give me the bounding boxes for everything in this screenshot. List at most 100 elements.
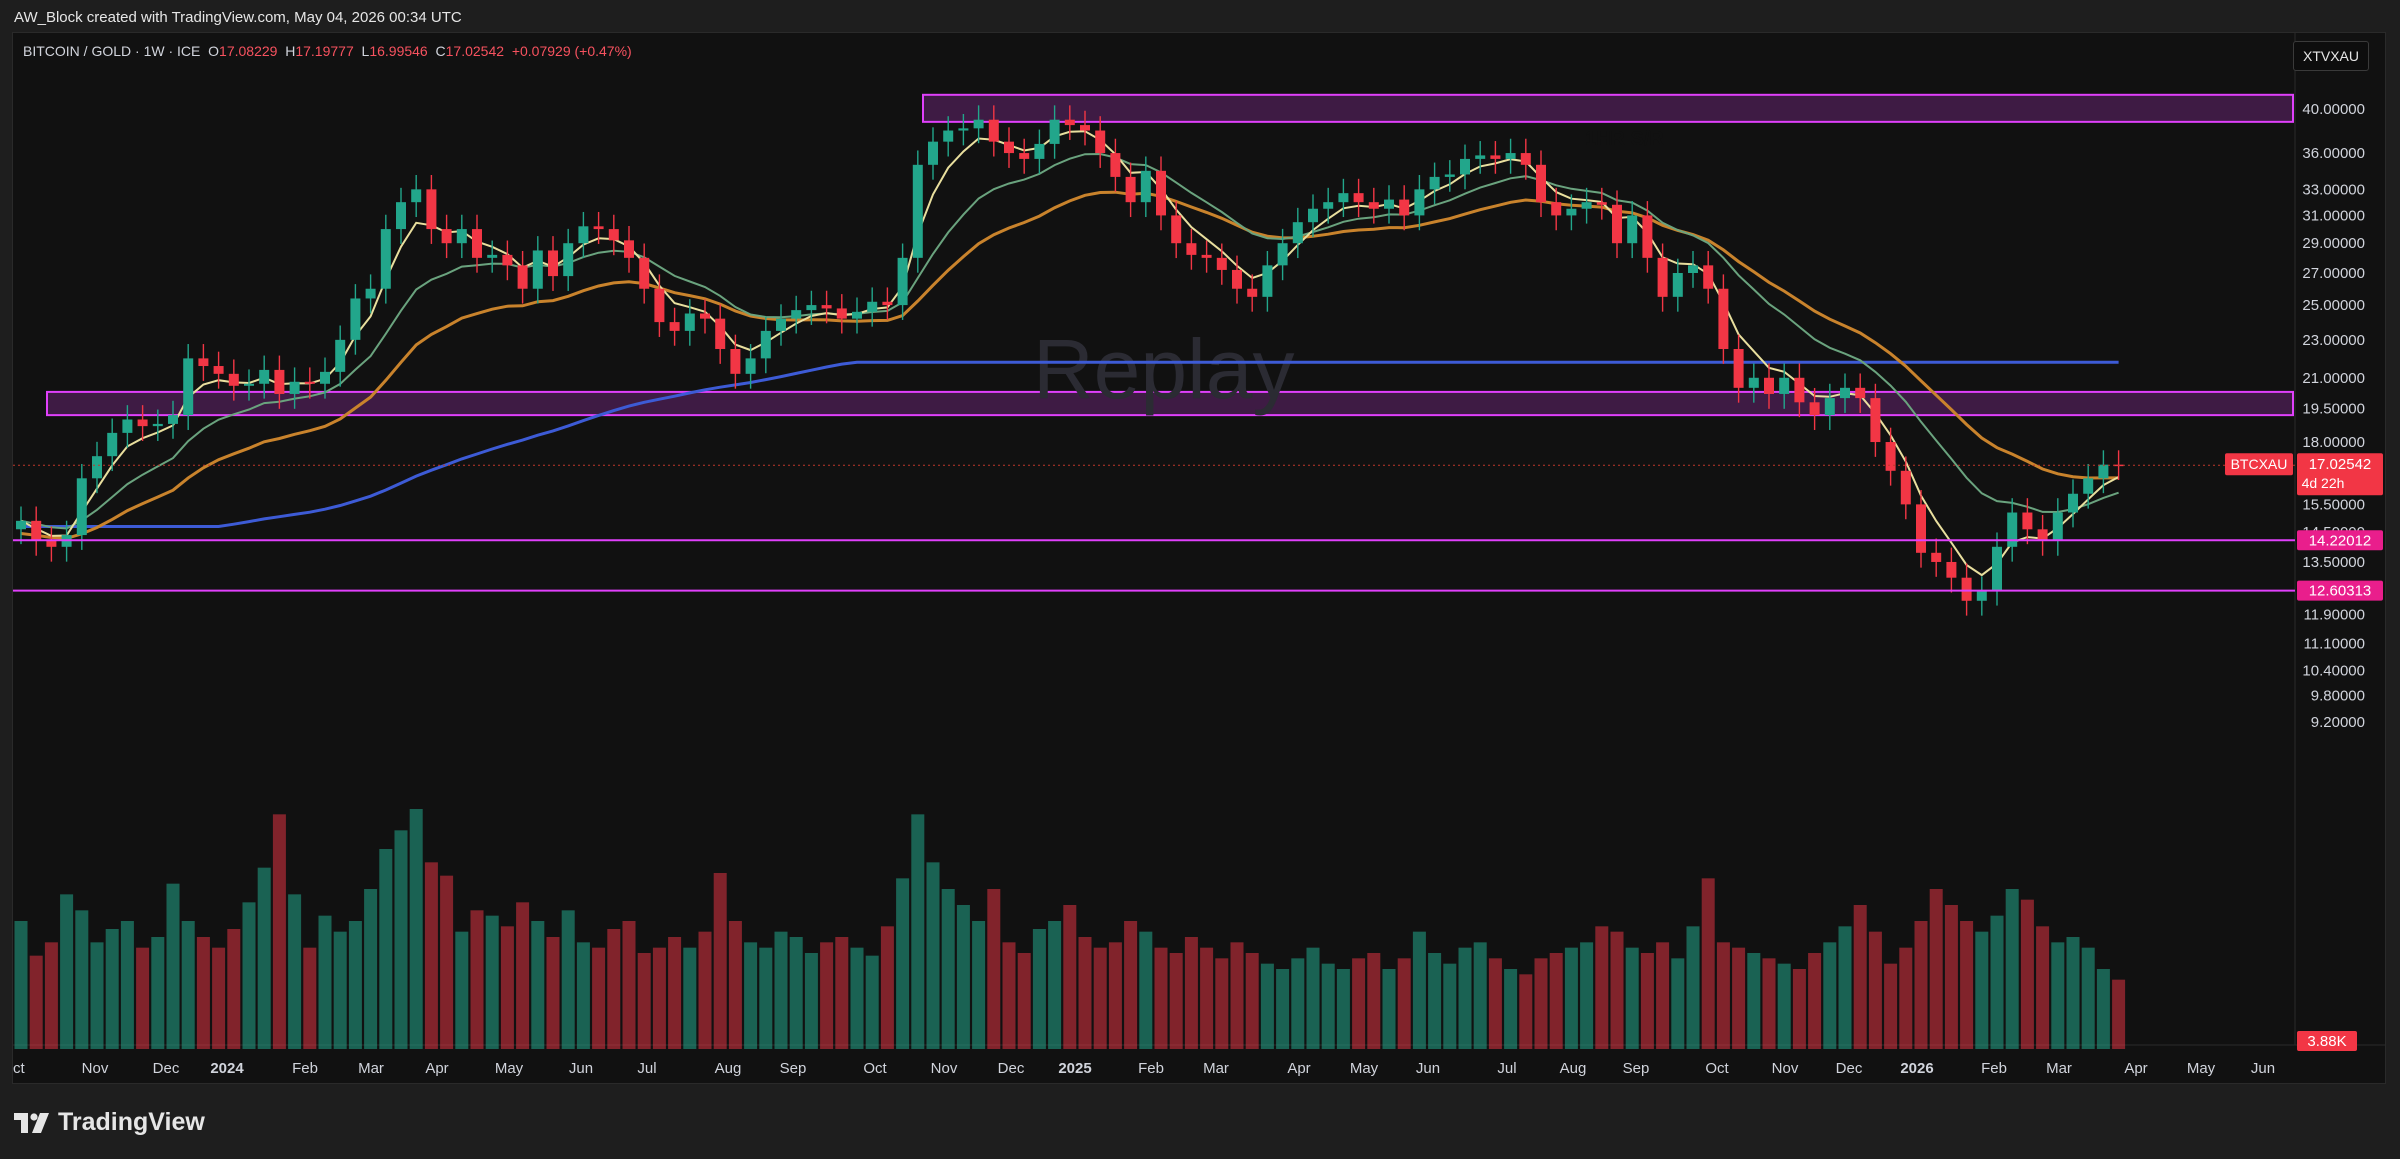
volume-bar xyxy=(303,947,317,1049)
candle-body xyxy=(2007,512,2018,547)
volume-bar xyxy=(1686,926,1700,1049)
candle-body xyxy=(1353,193,1364,203)
candle-body xyxy=(1232,269,1242,289)
candle-body xyxy=(1840,387,1850,399)
y-tick-label: 9.20000 xyxy=(2311,714,2365,731)
candle-body xyxy=(1505,153,1516,159)
volume-bar xyxy=(288,894,302,1049)
volume-bar xyxy=(2112,979,2126,1049)
symbol-price-tag xyxy=(2225,453,2293,476)
candle-body xyxy=(912,164,923,258)
volume-bar xyxy=(1108,942,1122,1049)
volume-bar xyxy=(1747,953,1761,1049)
x-tick-label: Jun xyxy=(2251,1060,2275,1077)
x-tick-label: Feb xyxy=(1138,1060,1164,1077)
volume-bar xyxy=(1397,958,1411,1049)
candle-body xyxy=(639,257,650,289)
volume-bar xyxy=(272,814,286,1049)
volume-bar xyxy=(1732,947,1746,1049)
volume-bar xyxy=(151,937,165,1049)
volume-bar xyxy=(212,947,226,1049)
volume-bar xyxy=(683,947,697,1049)
candle-body xyxy=(1292,222,1303,244)
x-tick-label: Jul xyxy=(1497,1060,1516,1077)
candle-body xyxy=(1551,202,1562,216)
volume-bar xyxy=(850,947,864,1049)
volume-bar xyxy=(1625,947,1639,1049)
open-value: 17.08229 xyxy=(219,43,278,59)
volume-bar xyxy=(470,910,484,1049)
volume-bar xyxy=(2036,926,2050,1049)
candle-body xyxy=(1064,119,1075,126)
volume-bar xyxy=(1124,921,1138,1049)
zone-support-resistance xyxy=(46,390,2294,417)
candle-body xyxy=(168,415,178,424)
volume-bar xyxy=(668,937,682,1049)
candle-body xyxy=(289,381,300,394)
x-tick-label: Feb xyxy=(292,1060,318,1077)
volume-bar xyxy=(1762,958,1776,1049)
last-price-tag xyxy=(2297,453,2383,496)
y-tick-label: 23.00000 xyxy=(2302,332,2365,349)
volume-bar xyxy=(1032,929,1046,1049)
x-tick-label: Aug xyxy=(715,1060,742,1077)
candle-body xyxy=(624,240,634,258)
candle-body xyxy=(1277,243,1288,266)
candle-body xyxy=(563,243,574,277)
x-tick-label: Nov xyxy=(1772,1060,1799,1077)
volume-bar xyxy=(1564,947,1578,1049)
candle-body xyxy=(1672,273,1683,297)
candle-body xyxy=(988,119,999,142)
volume-bar xyxy=(1868,931,1882,1049)
volume-bar xyxy=(713,873,727,1049)
candle-body xyxy=(1900,470,1911,505)
volume-bar xyxy=(652,947,666,1049)
candle-body xyxy=(928,141,938,165)
sma-200-line xyxy=(21,360,2119,528)
volume-bar xyxy=(1352,958,1366,1049)
symbol-button[interactable]: XTVXAU xyxy=(2292,41,2369,71)
x-tick-label: Jun xyxy=(1416,1060,1440,1077)
volume-bar xyxy=(2005,889,2019,1049)
price-chart[interactable]: Replay 1HR S/R 40.00000 36.00000 33.00000 31.… xyxy=(13,33,2386,1084)
volume-bar xyxy=(1884,963,1898,1049)
candle-body xyxy=(365,288,376,299)
y-tick-label: 11.90000 xyxy=(2304,607,2365,624)
volume-bar xyxy=(561,910,575,1049)
chart-panel[interactable]: Replay 1HR S/R 40.00000 36.00000 33.00000 31.… xyxy=(12,32,2386,1084)
candle-body xyxy=(730,349,741,374)
volume-bar xyxy=(394,830,408,1049)
candle-body xyxy=(1475,155,1486,159)
volume-bar xyxy=(1260,963,1274,1049)
candle-body xyxy=(1186,243,1197,255)
candle-body xyxy=(1201,254,1212,258)
volume-bar xyxy=(1838,926,1852,1049)
x-tick-label: Oct xyxy=(13,1060,25,1077)
candle-body xyxy=(2098,464,2109,479)
candle-body xyxy=(1460,158,1470,175)
candle-body xyxy=(654,288,665,323)
volume-bar xyxy=(911,814,925,1049)
volume-bar xyxy=(409,809,423,1049)
tradingview-logo[interactable]: TradingView xyxy=(14,1108,205,1137)
candle-body xyxy=(1490,155,1501,159)
volume-bar xyxy=(1944,905,1958,1049)
volume-bar xyxy=(1215,958,1229,1049)
volume-bar xyxy=(1640,953,1654,1049)
candle-body xyxy=(213,366,224,374)
y-tick-label: 31.00000 xyxy=(2302,207,2365,224)
candle-body xyxy=(1596,202,1607,205)
x-tick-label: Apr xyxy=(2124,1060,2147,1077)
volume-bar xyxy=(500,926,514,1049)
candle-body xyxy=(1916,504,1926,553)
volume-bar xyxy=(516,902,530,1049)
volume-bar xyxy=(364,889,378,1049)
volume-bar xyxy=(90,942,104,1049)
candle-body xyxy=(380,229,391,289)
candle-body xyxy=(1019,153,1030,159)
volume-bar xyxy=(60,894,74,1049)
candle-body xyxy=(274,369,285,394)
volume-bar xyxy=(166,883,180,1049)
volume-bar xyxy=(896,878,910,1049)
volume-bar xyxy=(485,915,499,1049)
